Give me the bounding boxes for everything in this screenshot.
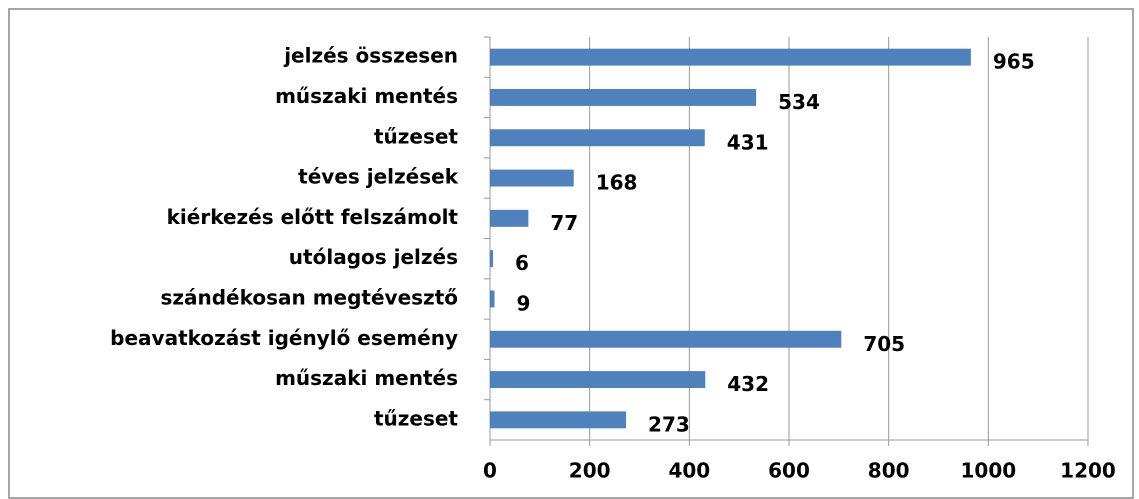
data-label: 431 xyxy=(727,130,769,154)
x-tick-label: 1000 xyxy=(960,459,1016,483)
x-tick-label: 800 xyxy=(868,459,910,483)
data-label: 965 xyxy=(993,50,1035,74)
data-label: 432 xyxy=(727,372,769,396)
x-tick-label: 200 xyxy=(569,459,611,483)
y-tick-label: szándékosan megtévesztő xyxy=(160,285,458,309)
x-tick-label: 600 xyxy=(768,459,810,483)
data-label: 705 xyxy=(863,332,905,356)
y-tick-label: műszaki mentés xyxy=(275,366,458,390)
data-label: 273 xyxy=(648,412,690,436)
x-tick-label: 0 xyxy=(483,459,497,483)
y-tick-label: jelzés összesen xyxy=(283,44,458,68)
bar xyxy=(490,371,706,389)
bar xyxy=(490,209,529,227)
y-tick-label: tűzeset xyxy=(374,124,458,148)
y-tick-label: tűzeset xyxy=(374,406,458,430)
y-tick-label: utólagos jelzés xyxy=(289,245,458,269)
bar xyxy=(490,330,842,348)
y-tick-label: műszaki mentés xyxy=(275,84,458,108)
x-tick-label: 400 xyxy=(668,459,710,483)
bar xyxy=(490,250,493,268)
data-label: 9 xyxy=(516,291,530,315)
y-tick-label: téves jelzések xyxy=(298,165,459,189)
x-tick-label: 1200 xyxy=(1060,459,1116,483)
data-label: 6 xyxy=(515,251,529,275)
bar xyxy=(490,88,757,106)
y-tick-label: kiérkezés előtt felszámolt xyxy=(167,205,459,229)
bar xyxy=(490,48,971,66)
data-label: 77 xyxy=(550,211,578,235)
bar xyxy=(490,169,574,187)
bar xyxy=(490,290,495,308)
bar xyxy=(490,411,627,429)
bar xyxy=(490,129,705,147)
y-tick-label: beavatkozást igénylő esemény xyxy=(110,326,458,350)
data-label: 534 xyxy=(778,90,820,114)
data-label: 168 xyxy=(596,171,638,195)
